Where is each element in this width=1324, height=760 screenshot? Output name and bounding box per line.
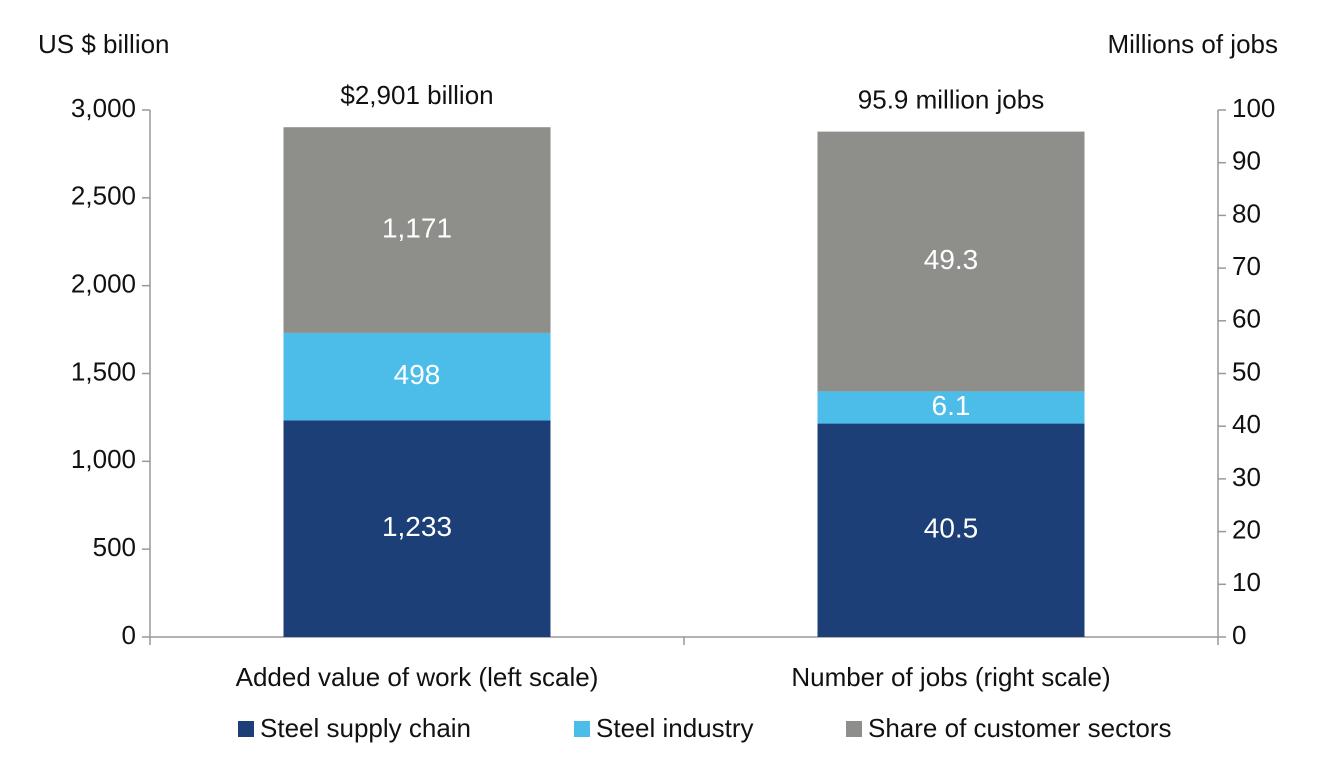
y2-tick-label: 50 [1232,356,1261,386]
bar-segment [817,131,1085,392]
y-tick-label: 2,000 [71,269,136,299]
y2-tick-label: 0 [1232,620,1246,650]
bar-segment [283,127,551,333]
y2-tick-label: 100 [1232,93,1275,123]
y2-tick-label: 10 [1232,567,1261,597]
legend-label: Steel industry [596,713,754,743]
legend-swatch [574,721,590,737]
y-tick-label: 1,500 [71,356,136,386]
total-annotation: 95.9 million jobs [858,84,1044,114]
bar-segment [817,423,1085,637]
y-tick-label: 0 [122,620,136,650]
y-tick-label: 2,500 [71,181,136,211]
value-label: 1,171 [382,212,452,243]
legend-label: Share of customer sectors [868,713,1171,743]
total-annotation: $2,901 billion [340,80,493,110]
x-tick-label: Added value of work (left scale) [236,662,599,692]
y2-tick-label: 30 [1232,462,1261,492]
y-tick-label: 500 [93,532,136,562]
y2-tick-label: 40 [1232,409,1261,439]
legend-swatch [846,721,862,737]
value-label: 40.5 [924,513,979,544]
y2-tick-label: 90 [1232,146,1261,176]
y2-tick-label: 20 [1232,514,1261,544]
value-label: 49.3 [924,244,979,275]
x-tick-label: Number of jobs (right scale) [791,662,1110,692]
y-tick-label: 3,000 [71,93,136,123]
legend-label: Steel supply chain [260,713,471,743]
y-tick-label: 1,000 [71,444,136,474]
bar-segment [283,420,551,637]
legend-swatch [238,721,254,737]
y2-tick-label: 60 [1232,304,1261,334]
bar-segment [817,391,1085,424]
y2-tick-label: 80 [1232,198,1261,228]
value-label: 1,233 [382,511,452,542]
bar-segment [283,332,551,421]
value-label: 6.1 [932,390,971,421]
y-axis-label: US $ billion [38,29,170,59]
value-label: 498 [394,359,441,390]
y2-axis-label: Millions of jobs [1107,29,1278,59]
y2-tick-label: 70 [1232,251,1261,281]
